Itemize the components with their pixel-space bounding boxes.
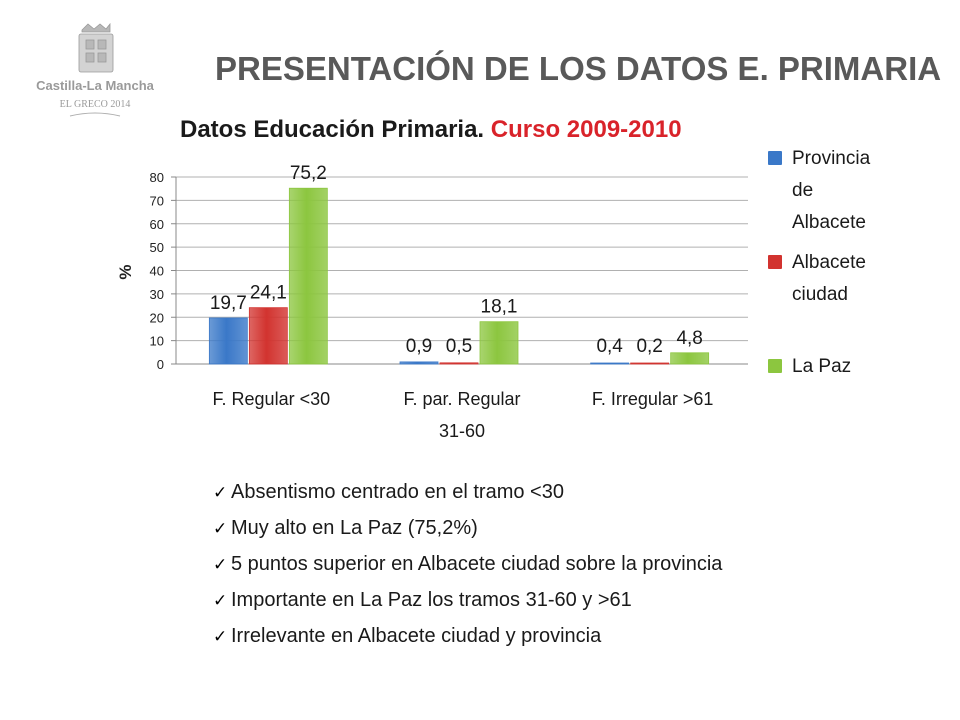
bullet-text: 5 puntos superior en Albacete ciudad sob…: [231, 553, 723, 575]
bar: [439, 362, 479, 365]
checkmark-icon: ✓: [213, 591, 228, 610]
bar: [288, 187, 328, 365]
y-axis-label: %: [116, 264, 135, 279]
bullet-text: Irrelevante en Albacete ciudad y provinc…: [231, 625, 602, 647]
bullet-list: ✓ Absentismo centrado en el tramo <30 ✓ Muy…: [213, 474, 953, 654]
logo-text-elgreco: EL GRECO 2014: [60, 99, 131, 110]
bullet-item: ✓ Absentismo centrado en el tramo <30: [213, 474, 953, 510]
bar: [248, 307, 288, 365]
legend-swatch: [768, 255, 782, 269]
data-label: 0,4: [596, 336, 623, 357]
bar: [399, 361, 439, 365]
chart-subtitle-course: Curso 2009-2010: [490, 116, 682, 143]
checkmark-icon: ✓: [213, 519, 228, 538]
bar: [208, 317, 248, 365]
bullet-item: ✓ Muy alto en La Paz (75,2%): [213, 510, 953, 546]
y-tick-label: 70: [150, 193, 164, 208]
bullet-text: Importante en La Paz los tramos 31-60 y …: [231, 589, 632, 611]
legend-swatch: [768, 151, 782, 165]
bar: [630, 362, 670, 365]
x-tick-label: 31-60: [439, 421, 485, 441]
data-label: 4,8: [676, 328, 702, 349]
x-tick-label: F. Regular <30: [213, 389, 331, 409]
bullet-item: ✓ Importante en La Paz los tramos 31-60 y…: [213, 582, 953, 618]
bullet-text: Absentismo centrado en el tramo <30: [231, 481, 564, 503]
bullet-item: ✓ Irrelevante en Albacete ciudad y provin…: [213, 618, 953, 654]
y-tick-label: 0: [157, 357, 164, 372]
legend-label: La Paz: [792, 356, 852, 377]
legend-item: Provincia de Albacete: [768, 143, 948, 239]
data-label: 0,5: [446, 336, 472, 357]
legend-label: Albacete ciudad: [792, 252, 866, 305]
x-tick-label: F. Irregular >61: [592, 389, 714, 409]
y-tick-label: 50: [150, 240, 164, 255]
legend-item: La Paz: [768, 351, 948, 383]
bullet-item: ✓ 5 puntos superior en Albacete ciudad so…: [213, 546, 953, 582]
data-label: 0,2: [636, 336, 662, 357]
bar: [670, 352, 710, 365]
coat-of-arms-icon: [78, 22, 114, 73]
y-tick-label: 20: [150, 310, 164, 325]
data-label: 0,9: [406, 336, 432, 357]
checkmark-icon: ✓: [213, 627, 228, 646]
legend-swatch: [768, 359, 782, 373]
data-label: 24,1: [250, 283, 287, 304]
castilla-la-mancha-logo: Castilla-La Mancha EL GRECO 2014: [36, 22, 155, 117]
y-tick-label: 60: [150, 217, 164, 232]
chart-title: Datos Educación Primaria. Curso 2009-201…: [180, 116, 760, 144]
data-label: 19,7: [210, 293, 247, 314]
checkmark-icon: ✓: [213, 555, 228, 574]
logo-text-castilla: Castilla-La Mancha: [36, 78, 155, 93]
bar: [590, 362, 630, 365]
bullet-text: Muy alto en La Paz (75,2%): [231, 517, 478, 539]
checkmark-icon: ✓: [213, 483, 228, 502]
page-title: PRESENTACIÓN DE LOS DATOS E. PRIMARIA: [215, 50, 942, 87]
legend-label: Provincia de Albacete: [792, 148, 871, 233]
bar: [479, 321, 519, 365]
chart-legend: Provincia de Albacete Albacete ciudad La Paz: [768, 143, 948, 383]
chart-title-main: Datos Educación Primaria.: [180, 116, 485, 143]
y-tick-label: 10: [150, 334, 164, 349]
y-tick-label: 80: [150, 170, 164, 185]
legend-item: Albacete ciudad: [768, 247, 948, 311]
y-tick-label: 30: [150, 287, 164, 302]
data-label: 75,2: [290, 163, 327, 184]
data-label: 18,1: [481, 297, 518, 318]
x-tick-label: F. par. Regular: [403, 389, 520, 409]
y-tick-label: 40: [150, 264, 164, 279]
